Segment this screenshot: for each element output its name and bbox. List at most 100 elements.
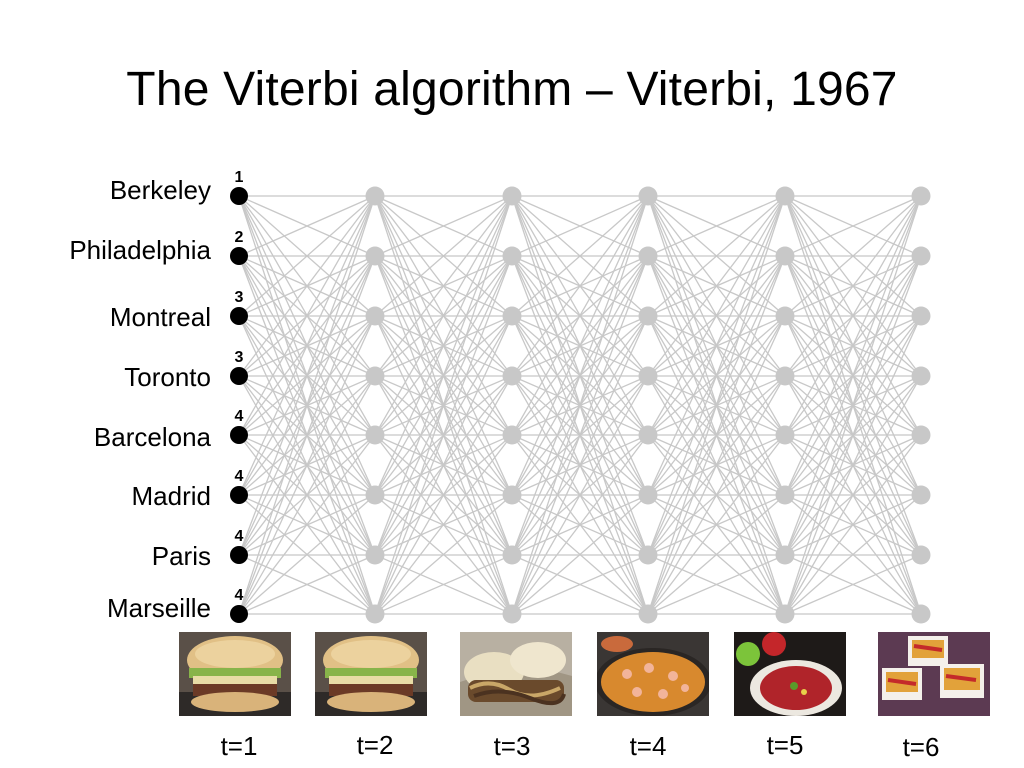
state-node [365, 425, 385, 445]
trellis-edge [784, 195, 922, 317]
state-score-label: 4 [235, 528, 244, 545]
cheesesteak-icon [460, 632, 572, 716]
state-node [638, 246, 658, 266]
trellis-edge [238, 195, 376, 496]
state-node [775, 425, 795, 445]
trellis-edge [238, 195, 376, 257]
state-node [911, 485, 931, 505]
state-node [911, 186, 931, 206]
trellis-edge [511, 195, 649, 496]
state-node [775, 485, 795, 505]
active-state-node [230, 307, 248, 325]
state-label-madrid: Madrid [132, 481, 211, 511]
state-node [911, 545, 931, 565]
observation-image-4 [597, 632, 709, 716]
state-node [775, 545, 795, 565]
trellis-edge [784, 554, 922, 615]
state-node [911, 246, 931, 266]
trellis-edge [784, 195, 922, 615]
trellis-edge [511, 195, 649, 257]
trellis-edge [511, 434, 649, 615]
trellis-edge [374, 195, 513, 377]
pizza-slices-icon [878, 632, 990, 716]
state-node [911, 306, 931, 326]
trellis-edge [238, 195, 376, 377]
trellis-edge [238, 195, 376, 317]
state-node [365, 306, 385, 326]
state-score-label: 1 [235, 169, 244, 186]
hamburger-icon [315, 632, 427, 716]
time-step-label: t=6 [903, 732, 940, 762]
state-label-montreal: Montreal [110, 302, 211, 332]
trellis-edge [647, 195, 786, 317]
state-node [775, 604, 795, 624]
trellis-edge [374, 195, 513, 556]
state-labels: Berkeley Philadelphia Montreal Toronto Barce… [69, 175, 211, 623]
state-node [775, 246, 795, 266]
trellis-edge [374, 494, 513, 615]
state-label-paris: Paris [152, 541, 211, 571]
slide-title: The Viterbi algorithm – Viterbi, 1967 [126, 63, 898, 116]
trellis-edge [784, 375, 922, 615]
trellis-edge [647, 195, 786, 556]
state-node [365, 545, 385, 565]
state-label-marseille: Marseille [107, 593, 211, 623]
trellis-edge [784, 195, 922, 496]
trellis-edge [647, 195, 786, 496]
active-state-node [230, 426, 248, 444]
state-label-philadelphia: Philadelphia [69, 235, 211, 265]
state-node [638, 485, 658, 505]
trellis-edge [647, 315, 786, 615]
trellis-edge [647, 195, 786, 615]
trellis-edge [511, 195, 649, 615]
state-node [502, 485, 522, 505]
active-state-node [230, 605, 248, 623]
observation-image-1 [179, 632, 291, 716]
trellis-nodes [230, 186, 931, 624]
state-score-label: 4 [235, 587, 244, 604]
trellis-edge [511, 255, 649, 615]
trellis-edge [374, 195, 513, 615]
hamburger-icon [179, 632, 291, 716]
trellis-edge [511, 315, 649, 615]
state-node [365, 186, 385, 206]
trellis-edge [647, 195, 786, 257]
trellis-edge [647, 195, 786, 436]
trellis-edge [238, 434, 376, 615]
trellis-edge [784, 195, 922, 436]
trellis-edge [238, 554, 376, 615]
trellis-edge [238, 375, 376, 615]
state-node [638, 545, 658, 565]
trellis-edge [238, 195, 376, 615]
observation-image-3 [460, 632, 572, 716]
state-node [502, 366, 522, 386]
state-node [638, 604, 658, 624]
state-node [638, 425, 658, 445]
trellis-edge [238, 315, 376, 615]
state-node [775, 366, 795, 386]
trellis-edge [374, 195, 513, 257]
trellis-edge [374, 434, 513, 615]
state-node [502, 306, 522, 326]
trellis-edge [784, 494, 922, 615]
trellis-edge [511, 494, 649, 615]
trellis-edge [374, 195, 513, 317]
trellis-edge [238, 255, 376, 615]
trellis-edge [647, 494, 786, 615]
time-step-label: t=1 [221, 731, 258, 761]
time-step-label: t=3 [494, 731, 531, 761]
trellis-edge [374, 255, 513, 615]
time-labels: t=1 t=2 t=3 t=4 t=5 t=6 [221, 730, 940, 762]
trellis-edge [784, 255, 922, 615]
state-label-toronto: Toronto [124, 362, 211, 392]
active-state-node [230, 247, 248, 265]
state-label-berkeley: Berkeley [110, 175, 211, 205]
state-node [638, 186, 658, 206]
trellis-edges [238, 195, 922, 615]
state-node [638, 306, 658, 326]
trellis-edge [647, 255, 786, 615]
paella-icon [597, 632, 709, 716]
trellis-edge [784, 195, 922, 556]
time-step-label: t=2 [357, 730, 394, 760]
trellis-edge [511, 554, 649, 615]
